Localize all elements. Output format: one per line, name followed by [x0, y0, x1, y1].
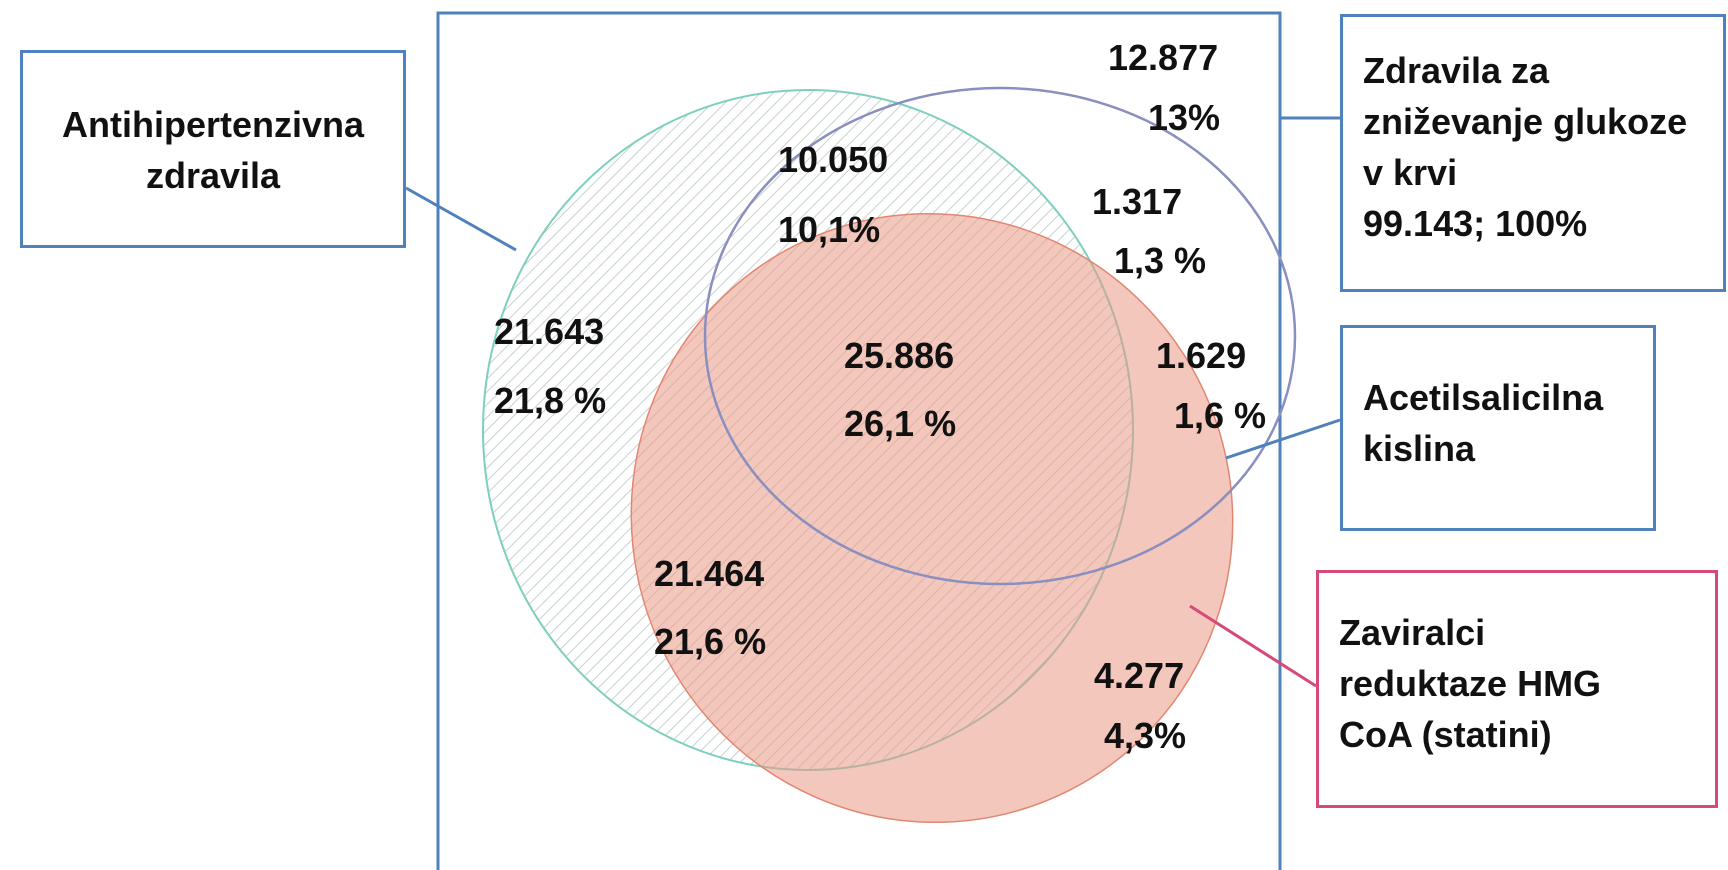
statins-legend-box: Zaviralci reduktaze HMG CoA (statini) [1316, 570, 1718, 808]
statins-connector [1189, 604, 1317, 688]
glucose-only-pct: 13% [1148, 97, 1220, 138]
all-center-count: 25.886 [844, 335, 954, 376]
statins-set [631, 213, 1233, 823]
antihyp-only-pct: 21,8 % [494, 380, 606, 421]
glucose-asa-count: 1.317 [1092, 181, 1182, 222]
antihyp-statins-pct: 21,6 % [654, 621, 766, 662]
all-center-pct: 26,1 % [844, 403, 956, 444]
statins-only-pct: 4,3% [1104, 715, 1186, 756]
glucose-antihyp-count: 10.050 [778, 139, 888, 180]
statins-only-count: 4.277 [1094, 655, 1184, 696]
asa-statins-count: 1.629 [1156, 335, 1246, 376]
glucose-legend-box: Zdravila za zniževanje glukoze v krvi 99… [1340, 14, 1726, 292]
antihyp-statins-count: 21.464 [654, 553, 764, 594]
glucose-asa-pct: 1,3 % [1114, 240, 1206, 281]
antihyp-connector [405, 186, 517, 252]
antihypertensive-label-line1: Antihipertenzivna [61, 104, 365, 145]
asa-connector [1225, 418, 1341, 460]
antihypertensive-label-line2: zdravila [145, 155, 281, 197]
asa-statins-pct: 1,6 % [1174, 395, 1266, 436]
glucose-label-line3: v krvi [1363, 152, 1458, 194]
asa-set [703, 86, 1297, 586]
glucose-label-line2: zniževanje glukoze [1363, 101, 1688, 143]
statins-label-line2: reduktaze HMG [1339, 663, 1602, 705]
asa-label-line2: kislina [1363, 428, 1476, 470]
asa-legend-box: Acetilsalicilna kislina [1340, 325, 1656, 531]
glucose-antihyp-pct: 10,1% [778, 209, 880, 250]
statins-set-edge [630, 212, 1234, 824]
statins-label-line3: CoA (statini) [1339, 714, 1552, 756]
asa-label-line1: Acetilsalicilna [1363, 377, 1604, 418]
glucose-label-line1: Zdravila za [1363, 50, 1550, 91]
glucose-label-line4: 99.143; 100% [1363, 203, 1588, 245]
statins-label-line1: Zaviralci [1339, 612, 1486, 653]
antihypertensive-legend-box: Antihipertenzivna zdravila [20, 50, 406, 248]
glucose-frame [436, 11, 1282, 870]
antihyp-only-count: 21.643 [494, 311, 604, 352]
glucose-only-count: 12.877 [1108, 37, 1218, 78]
